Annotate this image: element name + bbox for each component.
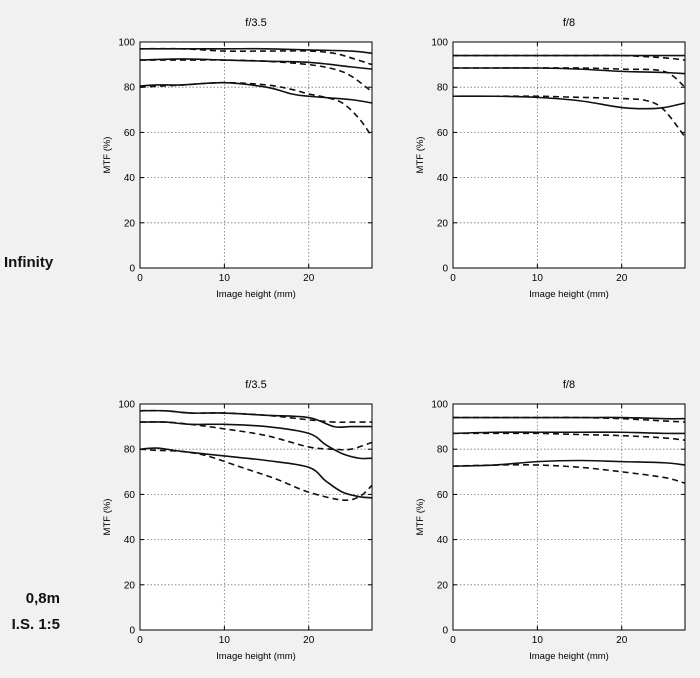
- mtf-line-dashed: [139, 409, 372, 424]
- y-axis-label: MTF (%): [415, 137, 426, 174]
- chart-title: f/8: [563, 17, 575, 29]
- mtf-line-solid: [452, 431, 686, 435]
- x-axis-label: Image height (mm): [216, 651, 296, 662]
- mtf-line-dashed: [139, 448, 373, 502]
- mtf-line-solid: [139, 447, 373, 499]
- y-tick-label: 0: [129, 264, 135, 275]
- plot-frame: [452, 403, 686, 631]
- y-tick-label: 60: [437, 128, 449, 139]
- plot-area: [453, 404, 685, 630]
- x-tick-label: 20: [303, 635, 315, 646]
- chart-panel: 0 20 40 60 80 100 0 10 20 f/8 Image height (mm) MTF…: [415, 17, 686, 300]
- mtf-line-dashed: [453, 432, 686, 441]
- mtf-line-solid: [139, 421, 373, 460]
- plot-frame: [139, 41, 373, 269]
- y-tick-label: 0: [442, 264, 448, 275]
- y-tick-label: 0: [442, 626, 448, 637]
- y-tick-label: 20: [437, 218, 449, 229]
- y-tick-label: 60: [437, 490, 449, 501]
- y-tick-label: 40: [437, 173, 449, 184]
- mtf-line-solid: [139, 81, 373, 104]
- y-tick-label: 100: [118, 400, 135, 411]
- row-label-reproduction-ratio: I.S. 1:5: [11, 616, 60, 633]
- x-tick-label: 10: [532, 635, 544, 646]
- y-tick-label: 100: [431, 400, 448, 411]
- x-tick-label: 10: [219, 273, 231, 284]
- x-axis-label: Image height (mm): [529, 289, 609, 300]
- plot-area: [140, 404, 372, 630]
- x-tick-label: 0: [450, 635, 456, 646]
- chart-title: f/3.5: [245, 17, 266, 29]
- mtf-line-dashed: [139, 81, 373, 138]
- y-tick-label: 40: [437, 535, 449, 546]
- x-axis-label: Image height (mm): [529, 651, 609, 662]
- chart-title: f/8: [563, 379, 575, 391]
- row-label-focus-distance: 0,8m: [25, 590, 60, 607]
- mtf-line-dashed: [453, 54, 686, 61]
- y-tick-label: 80: [437, 445, 449, 456]
- y-tick-label: 100: [431, 38, 448, 49]
- y-tick-label: 40: [124, 173, 136, 184]
- mtf-line-dashed: [139, 421, 373, 451]
- plot-area: [453, 42, 685, 268]
- chart-panel: 0 20 40 60 80 100 0 10 20 f/3.5 Image height (mm) M…: [102, 379, 373, 662]
- chart-title: f/3.5: [245, 379, 266, 391]
- y-tick-label: 80: [437, 83, 449, 94]
- plot-area: [140, 42, 372, 268]
- y-tick-label: 100: [118, 38, 135, 49]
- x-tick-label: 20: [616, 273, 628, 284]
- y-tick-label: 20: [124, 218, 136, 229]
- y-tick-label: 40: [124, 535, 136, 546]
- chart-panel: 0 20 40 60 80 100 0 10 20 f/3.5 Image height (mm) M…: [102, 17, 373, 300]
- y-tick-label: 60: [124, 490, 136, 501]
- x-tick-label: 10: [532, 273, 544, 284]
- x-tick-label: 20: [303, 273, 315, 284]
- y-axis-label: MTF (%): [102, 499, 113, 536]
- x-tick-label: 20: [616, 635, 628, 646]
- x-tick-label: 0: [137, 273, 143, 284]
- mtf-line-dashed: [453, 95, 686, 138]
- chart-panel: 0 20 40 60 80 100 0 10 20 f/8 Image height (mm) MTF…: [415, 379, 686, 662]
- y-tick-label: 0: [129, 626, 135, 637]
- y-tick-label: 60: [124, 128, 136, 139]
- x-tick-label: 0: [450, 273, 456, 284]
- mtf-line-dashed: [452, 464, 686, 484]
- y-tick-label: 20: [437, 580, 449, 591]
- mtf-line-solid: [139, 58, 373, 70]
- y-tick-label: 20: [124, 580, 136, 591]
- mtf-line-dashed: [453, 416, 686, 423]
- plot-frame: [139, 403, 373, 631]
- y-axis-label: MTF (%): [415, 499, 426, 536]
- y-axis-label: MTF (%): [102, 137, 113, 174]
- mtf-line-dashed: [139, 47, 373, 66]
- y-tick-label: 80: [124, 445, 136, 456]
- plot-frame: [452, 41, 686, 269]
- x-axis-label: Image height (mm): [216, 289, 296, 300]
- y-tick-label: 80: [124, 83, 136, 94]
- mtf-line-dashed: [140, 59, 373, 93]
- x-tick-label: 0: [137, 635, 143, 646]
- row-label-infinity: Infinity: [4, 254, 54, 271]
- x-tick-label: 10: [219, 635, 231, 646]
- mtf-line-dashed: [453, 67, 686, 88]
